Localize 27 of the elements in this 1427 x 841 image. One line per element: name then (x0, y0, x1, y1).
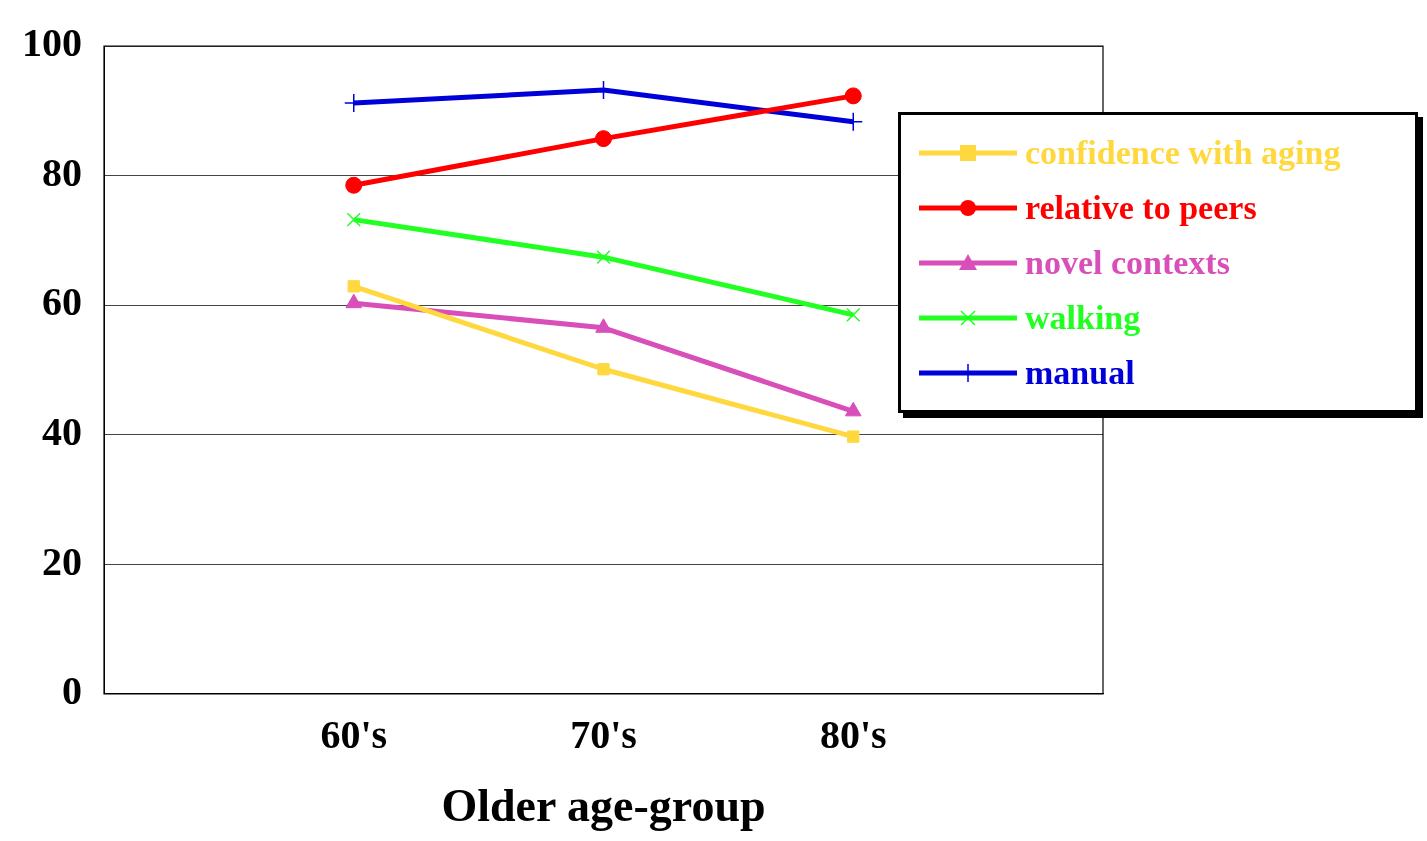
x-axis-title: Older age-group (441, 780, 766, 832)
y-tick-label: 40 (42, 409, 82, 455)
point (595, 318, 612, 333)
y-tick-label: 0 (62, 668, 82, 714)
point (345, 293, 363, 309)
point (345, 176, 363, 194)
legend-label: novel contexts (1025, 243, 1230, 282)
legend-label: relative to peers (1025, 188, 1257, 227)
y-tick-label: 100 (22, 20, 82, 66)
point (846, 307, 861, 322)
point (844, 87, 862, 105)
point (347, 280, 360, 293)
y-tick-label: 20 (42, 538, 82, 584)
point (847, 430, 860, 443)
point (597, 363, 610, 376)
point (346, 212, 361, 227)
point (596, 250, 611, 265)
x-tick-label: 70's (570, 712, 637, 758)
y-tick-label: 60 (42, 279, 82, 325)
legend-label: manual (1025, 353, 1135, 392)
legend-label: confidence with aging (1025, 133, 1341, 172)
point (844, 401, 862, 417)
x-tick-label: 80's (819, 712, 887, 758)
point (595, 130, 612, 148)
x-tick-label: 60's (320, 712, 388, 758)
y-tick-label: 80 (42, 149, 82, 195)
legend-label: walking (1025, 298, 1141, 337)
